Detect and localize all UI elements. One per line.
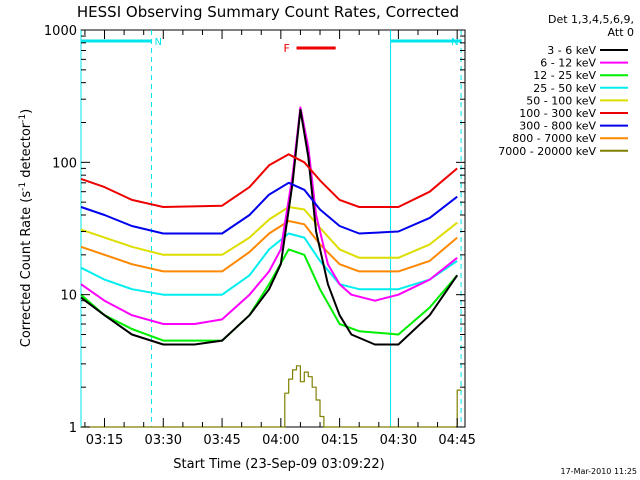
y-tick-label: 10 <box>60 289 77 304</box>
legend-label: 800 - 7000 keV <box>512 132 596 145</box>
y-axis-label: Corrected Count Rate (s-1 detector-1) <box>18 109 34 347</box>
axes: 1 10 100 1000 03:15 03:30 03:45 04:00 04:15 04:30… <box>44 24 476 448</box>
series-line-3 <box>80 248 458 342</box>
chart-title: HESSI Observing Summary Count Rates, Cor… <box>77 3 459 21</box>
legend-label: 7000 - 20000 keV <box>498 145 596 158</box>
footer-timestamp: 17-Mar-2010 11:25 <box>561 467 638 476</box>
series-line-9 <box>81 365 462 428</box>
y-tick-label: 1 <box>69 421 77 436</box>
series-layer <box>80 106 462 428</box>
night-label: N <box>155 37 162 48</box>
series-line-7 <box>80 181 458 235</box>
x-tick-label: 04:30 <box>380 433 417 448</box>
series-line-8 <box>80 220 458 273</box>
legend-label: 6 - 12 keV <box>540 57 596 70</box>
legend-label: 25 - 50 keV <box>533 82 596 95</box>
legend-label: 50 - 100 keV <box>526 94 596 107</box>
flare-label: F <box>284 42 290 55</box>
series-line-4 <box>80 232 458 296</box>
x-tick-label: 03:30 <box>145 433 182 448</box>
y-tick-label: 100 <box>52 156 77 171</box>
annotation-layer: N NF <box>80 30 462 427</box>
night-label: N <box>451 37 458 48</box>
x-tick-label: 04:45 <box>438 433 475 448</box>
legend-label: 3 - 6 keV <box>547 44 596 57</box>
x-tick-label: 03:45 <box>203 433 240 448</box>
series-line-2 <box>80 106 458 325</box>
legend-label: 100 - 300 keV <box>519 107 596 120</box>
x-tick-label: 04:15 <box>321 433 358 448</box>
x-axis-label: Start Time (23-Sep-09 03:09:22) <box>173 457 384 472</box>
legend-label: 300 - 800 keV <box>519 120 596 133</box>
series-line-6 <box>80 153 458 208</box>
x-tick-label: 04:00 <box>262 433 299 448</box>
legend-header-detectors: Det 1,3,4,5,6,9, <box>548 13 634 26</box>
series-line-1 <box>80 108 459 346</box>
legend-label: 12 - 25 keV <box>533 69 596 82</box>
legend-header-attenuator: Att 0 <box>608 26 634 39</box>
x-tick-label: 03:15 <box>86 433 123 448</box>
y-tick-label: 1000 <box>44 24 77 39</box>
